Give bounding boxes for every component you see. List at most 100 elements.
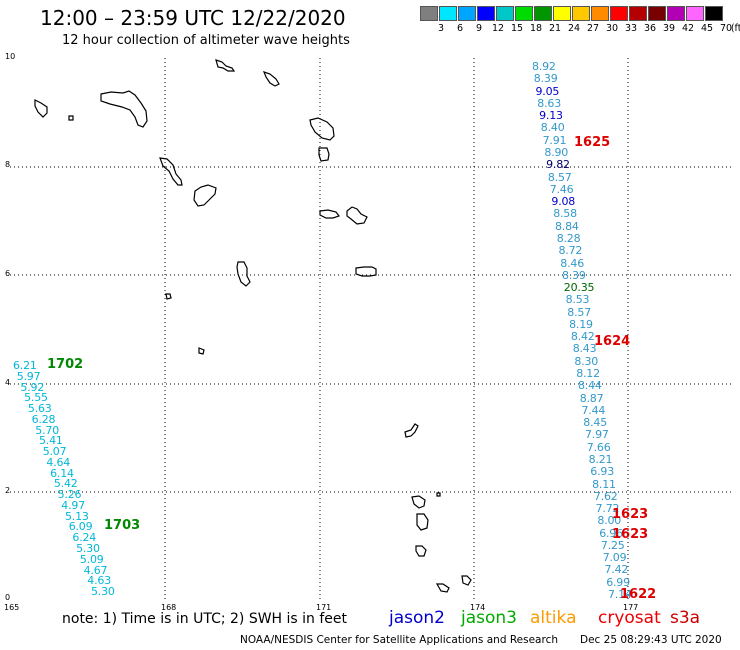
wave-height-value: 8.11	[592, 477, 616, 491]
scale-label: 30	[605, 23, 619, 34]
wave-height-value: 8.84	[555, 219, 579, 233]
scale-label: 36	[643, 23, 657, 34]
footer-note: note: 1) Time is in UTC; 2) SWH is in fe…	[62, 611, 348, 627]
wave-height-value: 8.40	[540, 121, 565, 135]
x-tick-label: 168	[161, 603, 177, 612]
wave-height-value: 4.67	[83, 563, 108, 577]
island-outline	[416, 513, 429, 531]
wave-height-value: 6.93	[590, 465, 614, 479]
wave-height-value: 6.09	[68, 520, 93, 534]
wave-height-value: 7.09	[602, 551, 627, 565]
wave-height-value: 5.41	[39, 434, 63, 448]
wave-height-value: 6.24	[72, 531, 97, 545]
scale-swatch	[553, 6, 571, 21]
wave-height-value: 5.92	[20, 380, 45, 394]
y-tick-label: 4	[5, 378, 11, 387]
wave-height-value: 6.14	[50, 466, 74, 480]
wave-height-value: 8.21	[588, 452, 613, 466]
island-outline	[34, 99, 48, 118]
wave-height-value: 4.63	[87, 574, 111, 588]
wave-height-value: 8.57	[547, 170, 572, 184]
scale-label: 18	[529, 23, 543, 34]
pass-number-label: 1622	[620, 587, 657, 602]
wave-height-value: 5.63	[27, 402, 52, 415]
island-outline	[435, 583, 450, 593]
y-tick-label: 6	[5, 269, 11, 278]
satellite-s3a: s3a	[670, 608, 701, 628]
scale-swatch	[591, 6, 609, 21]
wave-height-value: 8.45	[583, 416, 607, 430]
island-outline	[159, 157, 183, 186]
chart-title: 12:00 – 23:59 UTC 12/22/2020	[40, 6, 346, 30]
x-tick-label: 171	[316, 603, 332, 612]
wave-height-value: 8.63	[537, 96, 561, 110]
wave-height-value: 5.13	[65, 509, 89, 523]
wave-height-value: 8.72	[558, 244, 583, 258]
satellite-jason3: jason3	[461, 608, 517, 628]
wave-height-value: 8.44	[578, 379, 602, 393]
wave-height-value: 9.08	[551, 195, 576, 209]
scale-swatch	[439, 6, 457, 21]
scale-swatch	[667, 6, 685, 21]
wave-height-value: 8.92	[532, 60, 556, 73]
scale-label: 6	[456, 23, 464, 34]
wave-height-value: 9.13	[539, 109, 563, 123]
scale-swatch	[515, 6, 533, 21]
wave-height-value: 7.91	[542, 133, 567, 147]
gridlines	[10, 58, 733, 600]
wave-height-value: 5.07	[42, 445, 67, 459]
scale-swatch	[420, 6, 438, 21]
scale-label: 39	[662, 23, 676, 34]
island-outline	[436, 492, 441, 497]
scale-label: 27	[586, 23, 600, 34]
island-outline	[318, 147, 330, 162]
scale-swatch	[686, 6, 704, 21]
wave-height-value: 5.70	[35, 423, 59, 437]
wave-height-value: 7.46	[549, 182, 574, 196]
wave-height-value: 4.97	[61, 498, 85, 512]
scale-swatch	[534, 6, 552, 21]
island-outline	[415, 545, 427, 557]
pass-number-label: 1703	[104, 518, 141, 533]
scale-label: 12	[491, 23, 505, 34]
wave-height-value: 5.09	[79, 552, 104, 566]
wave-height-value: 7.44	[581, 403, 606, 417]
pass-number-label: 1623	[612, 507, 649, 522]
scale-swatch	[572, 6, 590, 21]
wave-height-value: 6.96	[599, 526, 623, 540]
wave-height-value: 4.64	[46, 455, 71, 469]
island-outline	[198, 347, 205, 355]
island-outline	[236, 261, 251, 287]
y-tick-label: 0	[5, 593, 11, 602]
scale-swatch	[477, 6, 495, 21]
wave-height-value: 8.90	[544, 146, 569, 159]
scale-label: 15	[510, 23, 524, 34]
wave-height-value: 8.30	[574, 354, 599, 368]
satellite-jason2: jason2	[389, 608, 445, 628]
scale-label: 70	[719, 23, 733, 34]
footer-credit: NOAA/NESDIS Center for Satellite Applica…	[240, 634, 558, 646]
wave-height-value: 7.72	[595, 502, 620, 515]
wave-height-value: 6.99	[606, 575, 630, 589]
wave-height-value: 5.97	[16, 369, 41, 383]
wave-height-value: 8.00	[597, 514, 622, 528]
wave-height-value: 8.42	[570, 330, 595, 344]
island-outline	[355, 266, 377, 277]
wave-height-value: 8.39	[562, 268, 586, 282]
pass-number-label: 1624	[594, 334, 631, 349]
wave-height-value: 8.12	[576, 367, 600, 380]
wave-height-value: 8.57	[567, 305, 591, 319]
wave-height-value: 7.42	[604, 563, 629, 577]
pass-number-label: 1625	[574, 135, 611, 150]
island-outline	[411, 495, 426, 509]
scale-label: 24	[567, 23, 581, 34]
wave-height-value: 5.26	[57, 488, 82, 502]
wave-height-value: 6.28	[31, 412, 56, 426]
wave-height-value: 9.82	[546, 158, 570, 172]
satellite-cryosat: cryosat	[598, 608, 661, 628]
wave-height-value: 5.55	[24, 391, 48, 405]
y-tick-label: 10	[5, 52, 16, 61]
island-outline	[309, 117, 335, 141]
scale-label: 42	[681, 23, 695, 34]
wave-height-value: 7.97	[585, 428, 609, 442]
